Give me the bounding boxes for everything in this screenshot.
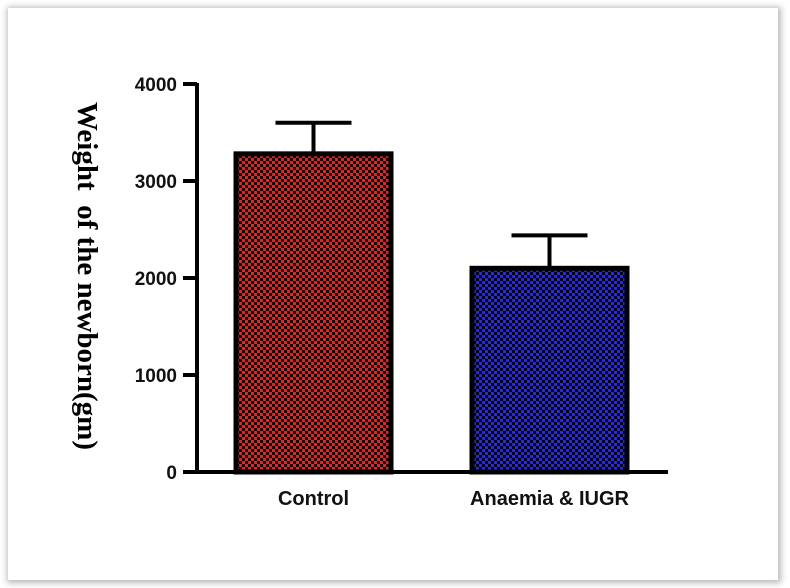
- bar-1: [469, 265, 630, 475]
- x-category-label: Control: [278, 488, 349, 510]
- bars-group: [233, 120, 630, 475]
- y-axis: 0 1000 2000 3000 4000: [135, 75, 199, 484]
- x-category-label: Anaemia & IUGR: [470, 488, 629, 510]
- bar-0: [233, 151, 394, 475]
- y-tick-label: 1000: [135, 366, 177, 387]
- x-axis: Control Anaemia & IUGR: [195, 470, 668, 510]
- y-tick-label: 2000: [135, 269, 177, 290]
- chart-frame: Weight of the newborn(gm) 0 1000 2000 3000 4…: [8, 8, 778, 580]
- y-axis-title: Weight of the newborn(gm): [71, 102, 103, 450]
- bar-chart: Weight of the newborn(gm) 0 1000 2000 3000 4…: [71, 75, 668, 510]
- y-tick-label: 3000: [135, 172, 177, 193]
- y-tick-label: 4000: [135, 75, 177, 96]
- y-tick-label: 0: [166, 463, 177, 484]
